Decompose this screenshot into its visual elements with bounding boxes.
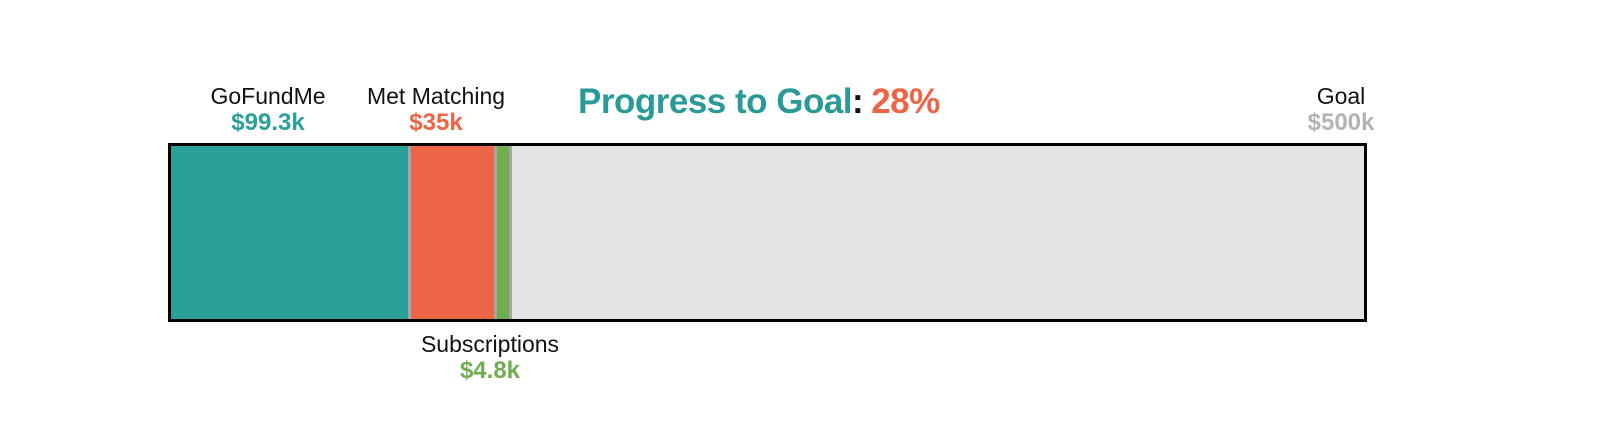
goal-label-group: Goal $500k: [1308, 83, 1375, 136]
segment-met-matching: [410, 146, 495, 319]
segment-gofundme: [171, 146, 408, 319]
gofundme-label-group: GoFundMe $99.3k: [210, 83, 325, 136]
gofundme-label: GoFundMe: [210, 83, 326, 109]
progress-bar: [168, 143, 1367, 322]
subscriptions-value: $4.8k: [459, 357, 521, 384]
chart-title: Progress to Goal: 28%: [578, 83, 940, 121]
chart-title-text: Progress to Goal: [578, 82, 853, 121]
chart-title-colon: :: [852, 82, 864, 121]
gofundme-value: $99.3k: [231, 109, 305, 136]
met-matching-value: $35k: [409, 109, 463, 136]
met-matching-label-group: Met Matching $35k: [367, 83, 505, 136]
goal-label: Goal: [1316, 83, 1366, 109]
subscriptions-label: Subscriptions: [420, 331, 560, 357]
subscriptions-label-group: Subscriptions $4.8k: [421, 331, 559, 384]
segment-remaining-to-goal: [511, 146, 1364, 319]
segment-subscriptions: [497, 146, 509, 319]
met-matching-label: Met Matching: [366, 83, 506, 109]
goal-value: $500k: [1307, 109, 1375, 136]
progress-bar-track: [171, 146, 1364, 319]
chart-title-percent: 28%: [871, 82, 940, 121]
